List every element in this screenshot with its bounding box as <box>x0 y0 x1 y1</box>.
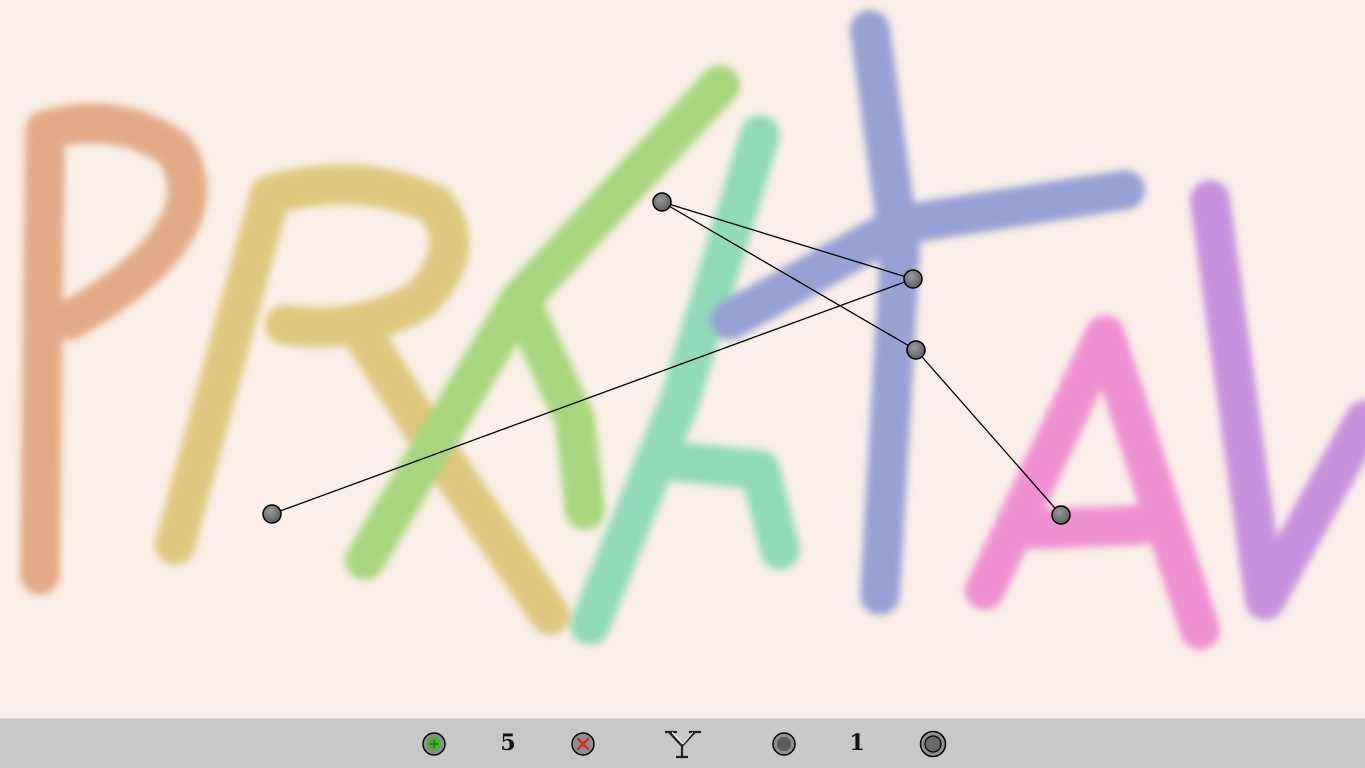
edge <box>661 201 917 351</box>
graph-node[interactable] <box>903 269 923 289</box>
graph-node[interactable] <box>262 504 282 524</box>
red-x-circle-icon <box>571 731 595 756</box>
add-count: 5 <box>500 730 516 756</box>
y-glyph-icon <box>665 730 701 758</box>
target-node-button[interactable] <box>917 719 949 768</box>
letter-t <box>710 10 1145 615</box>
logo-button[interactable] <box>662 719 704 768</box>
edge <box>661 201 914 280</box>
letter-v <box>1190 180 1365 620</box>
game-board <box>0 0 1365 718</box>
graph-nodes <box>262 192 1071 525</box>
graph-node[interactable] <box>652 192 672 212</box>
green-plus-circle-icon <box>422 731 446 756</box>
ring-node-icon <box>919 730 947 757</box>
background-letters <box>20 10 1365 650</box>
graph-node[interactable] <box>906 340 926 360</box>
node-count: 1 <box>849 730 865 756</box>
edge <box>915 349 1062 516</box>
graph-edges <box>271 201 1062 516</box>
letter-a-first <box>345 65 740 580</box>
bottom-toolbar: 5 1 <box>0 718 1365 768</box>
letter-p <box>20 103 208 595</box>
grey-node-icon <box>772 731 796 756</box>
node-tool-button[interactable] <box>768 719 800 768</box>
remove-node-button[interactable] <box>567 719 599 768</box>
edge <box>271 278 914 515</box>
letter-a-second <box>965 315 1220 650</box>
add-node-button[interactable] <box>418 719 450 768</box>
board-canvas <box>20 10 1365 650</box>
graph-node[interactable] <box>1051 505 1071 525</box>
